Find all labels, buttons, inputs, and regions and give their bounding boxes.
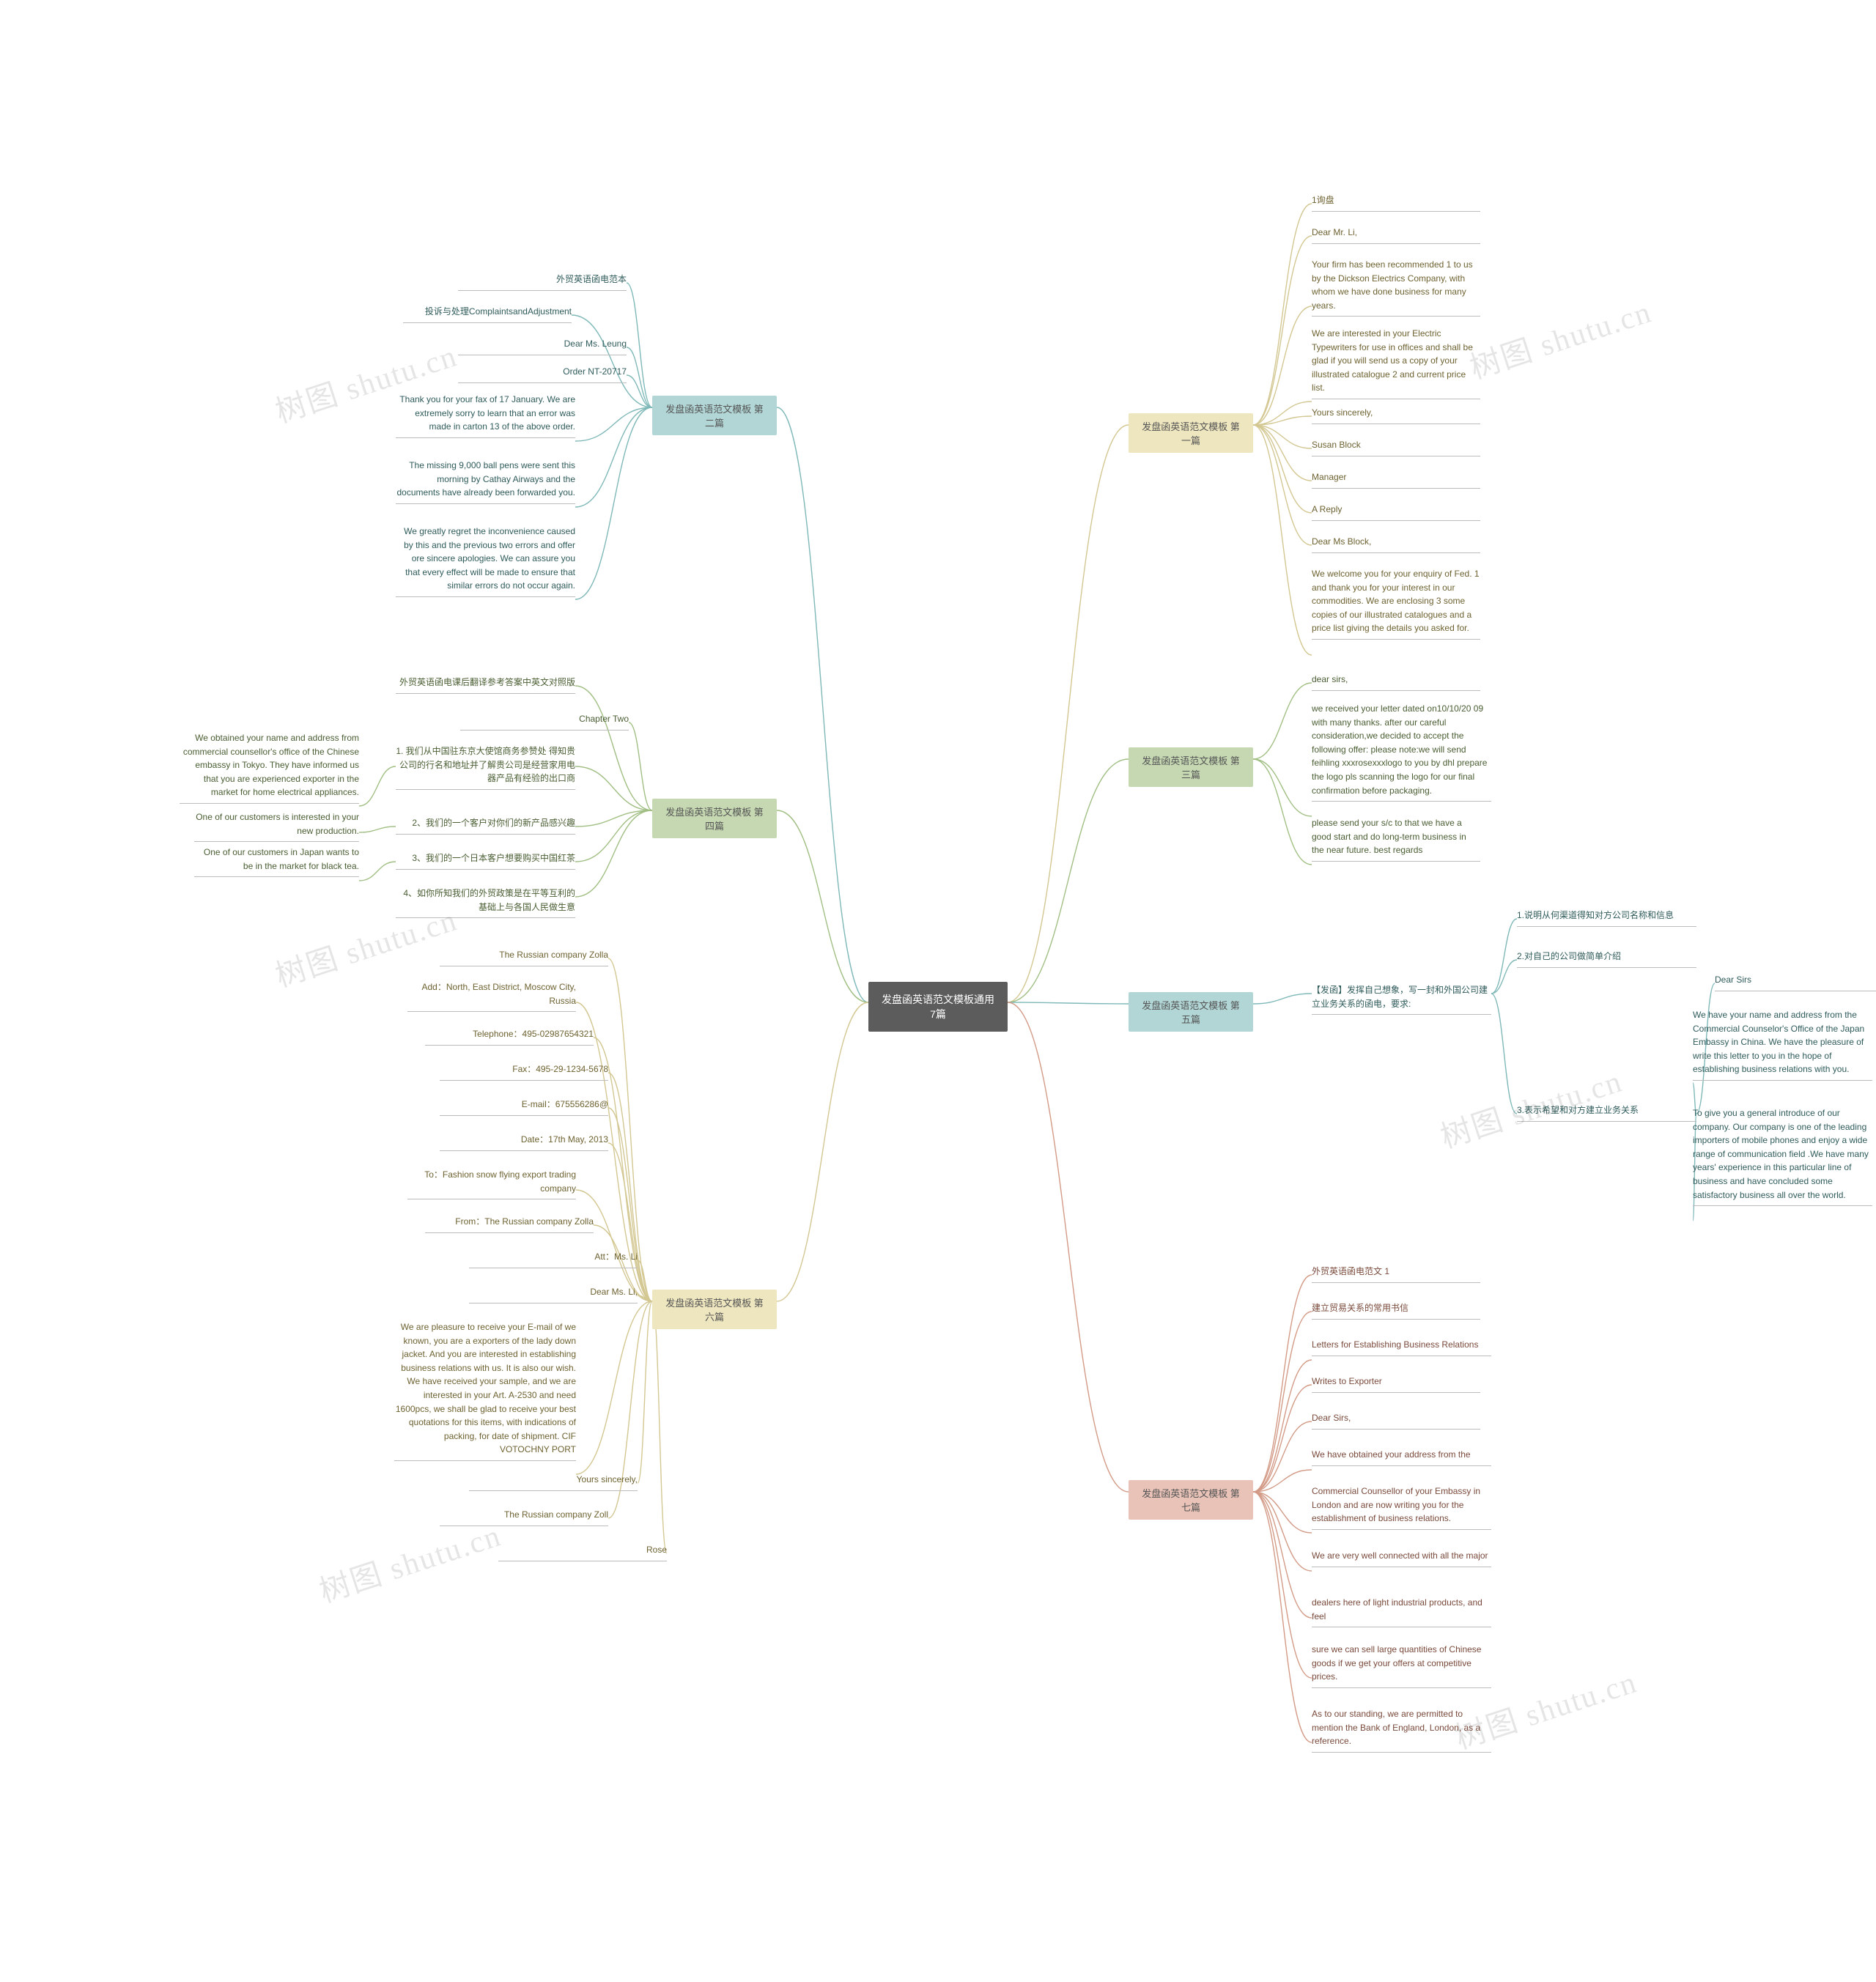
leaf: 3、我们的一个日本客户想要购买中国红茶 [396, 850, 575, 870]
leaf: We are very well connected with all the … [1312, 1547, 1491, 1567]
branch-b4[interactable]: 发盘函英语范文模板 第四篇 [652, 799, 777, 838]
branch-b3[interactable]: 发盘函英语范文模板 第三篇 [1129, 747, 1253, 787]
leaf: Dear Ms. Leung [458, 336, 627, 355]
mindmap-root[interactable]: 发盘函英语范文模板通用7篇 [868, 982, 1008, 1032]
leaf-sub: One of our customers is interested in yo… [194, 809, 359, 842]
leaf-sub: 2.对自己的公司做简单介绍 [1517, 948, 1696, 968]
leaf: We welcome you for your enquiry of Fed. … [1312, 566, 1480, 640]
leaf: Order NT-20717 [458, 363, 627, 383]
leaf-sub: 1.说明从何渠道得知对方公司名称和信息 [1517, 907, 1696, 927]
leaf: Dear Ms Block, [1312, 533, 1480, 553]
leaf: Att：Ms. Li [469, 1249, 638, 1268]
leaf-sub: We obtained your name and address from c… [180, 730, 359, 804]
leaf: 【发函】发挥自己想象，写一封和外国公司建立业务关系的函电，要求: [1312, 982, 1491, 1015]
leaf: From：The Russian company Zolla [425, 1213, 594, 1233]
leaf: The missing 9,000 ball pens were sent th… [396, 457, 575, 504]
leaf: Commercial Counsellor of your Embassy in… [1312, 1483, 1491, 1530]
leaf: 外贸英语函电范本 [458, 271, 627, 291]
watermark: 树图 shutu.cn [1463, 287, 1657, 388]
leaf: sure we can sell large quantities of Chi… [1312, 1641, 1491, 1688]
leaf: Dear Sirs, [1312, 1410, 1480, 1430]
leaf: A Reply [1312, 501, 1480, 521]
leaf: Yours sincerely, [1312, 404, 1480, 424]
leaf: Susan Block [1312, 437, 1480, 456]
branch-b6[interactable]: 发盘函英语范文模板 第六篇 [652, 1290, 777, 1329]
leaf: We are interested in your Electric Typew… [1312, 325, 1480, 399]
branch-b7[interactable]: 发盘函英语范文模板 第七篇 [1129, 1480, 1253, 1520]
leaf: Thank you for your fax of 17 January. We… [396, 391, 575, 438]
leaf: 建立贸易关系的常用书信 [1312, 1300, 1480, 1320]
leaf: 1. 我们从中国驻东京大使馆商务参赞处 得知贵公司的行名和地址并了解贵公司是经营… [396, 743, 575, 790]
leaf-sub2: Dear Sirs [1715, 972, 1876, 991]
leaf: E-mail：675556286@ [440, 1096, 608, 1116]
leaf-sub2: We have your name and address from the C… [1693, 1007, 1872, 1081]
leaf: Rose [498, 1542, 667, 1561]
leaf: Fax：495-29-1234-5678 [440, 1061, 608, 1081]
leaf: 外贸英语函电课后翻译参考答案中英文对照版 [396, 674, 575, 694]
leaf: Dear Ms. Li, [469, 1284, 638, 1304]
leaf: Yours sincerely, [469, 1471, 638, 1491]
leaf-sub2: To give you a general introduce of our c… [1693, 1105, 1872, 1206]
leaf: Dear Mr. Li, [1312, 224, 1480, 244]
leaf: We greatly regret the inconvenience caus… [396, 523, 575, 597]
leaf: 2、我们的一个客户对你们的新产品感兴趣 [396, 815, 575, 835]
leaf: To：Fashion snow flying export trading co… [407, 1166, 576, 1199]
leaf: We are pleasure to receive your E-mail o… [394, 1319, 576, 1461]
leaf: Manager [1312, 469, 1480, 489]
leaf: 4、如你所知我们的外贸政策是在平等互利的基础上与各国人民做生意 [396, 885, 575, 918]
leaf: Telephone：495-02987654321 [425, 1026, 594, 1046]
leaf: Letters for Establishing Business Relati… [1312, 1336, 1491, 1356]
leaf: please send your s/c to that we have a g… [1312, 815, 1480, 862]
branch-b1[interactable]: 发盘函英语范文模板 第一篇 [1129, 413, 1253, 453]
leaf: The Russian company Zolla [440, 947, 608, 966]
leaf: dealers here of light industrial product… [1312, 1594, 1491, 1627]
leaf: We have obtained your address from the [1312, 1446, 1491, 1466]
leaf-sub: 3.表示希望和对方建立业务关系 [1517, 1102, 1696, 1122]
leaf: dear sirs, [1312, 671, 1480, 691]
leaf: As to our standing, we are permitted to … [1312, 1706, 1491, 1753]
leaf: Writes to Exporter [1312, 1373, 1480, 1393]
leaf: Date：17th May, 2013 [440, 1131, 608, 1151]
branch-b2[interactable]: 发盘函英语范文模板 第二篇 [652, 396, 777, 435]
branch-b5[interactable]: 发盘函英语范文模板 第五篇 [1129, 992, 1253, 1032]
leaf: 外贸英语函电范文 1 [1312, 1263, 1480, 1283]
leaf: Chapter Two [460, 711, 629, 731]
leaf-sub: One of our customers in Japan wants to b… [194, 844, 359, 877]
leaf: Add：North, East District, Moscow City, R… [407, 979, 576, 1012]
leaf: we received your letter dated on10/10/20… [1312, 700, 1491, 802]
leaf: 投诉与处理ComplaintsandAdjustment [403, 303, 572, 323]
leaf: 1询盘 [1312, 192, 1480, 212]
leaf: The Russian company Zoll [440, 1506, 608, 1526]
leaf: Your firm has been recommended 1 to us b… [1312, 256, 1480, 317]
